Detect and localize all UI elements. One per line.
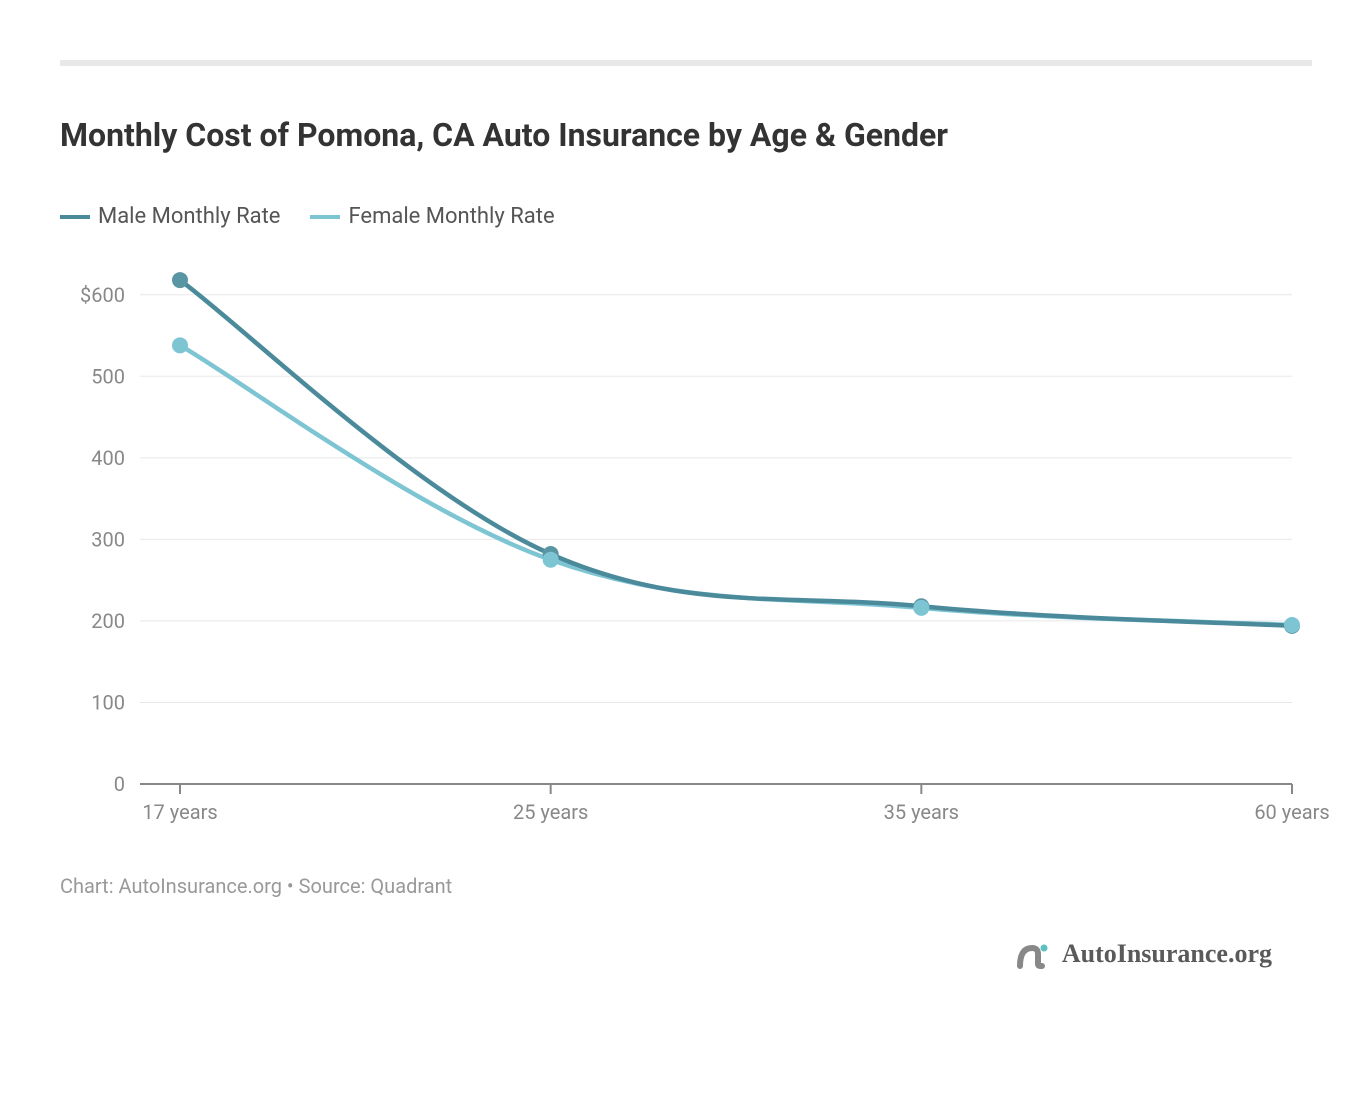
svg-text:$600: $600 [80, 283, 125, 307]
brand-logo: AutoInsurance.org [1012, 934, 1272, 974]
svg-text:100: 100 [91, 690, 125, 714]
svg-text:25 years: 25 years [513, 800, 588, 824]
plot-area: 0 100 200 300 400 500 $600 17 years 25 years 35 y… [60, 244, 1312, 844]
data-point [172, 337, 188, 353]
svg-text:300: 300 [91, 527, 125, 551]
svg-text:0: 0 [114, 772, 125, 796]
svg-text:17 years: 17 years [142, 800, 217, 824]
legend-item-male: Male Monthly Rate [60, 204, 280, 229]
data-point [1284, 617, 1300, 633]
svg-text:200: 200 [91, 609, 125, 633]
chart-container: Monthly Cost of Pomona, CA Auto Insuranc… [0, 0, 1372, 1104]
data-point [913, 600, 929, 616]
legend: Male Monthly Rate Female Monthly Rate [60, 204, 1312, 229]
legend-label-male: Male Monthly Rate [98, 204, 280, 229]
data-point [172, 272, 188, 288]
legend-label-female: Female Monthly Rate [348, 204, 554, 229]
plot-svg: 0 100 200 300 400 500 $600 17 years 25 years 35 y… [60, 244, 1312, 844]
svg-text:60 years: 60 years [1254, 800, 1329, 824]
data-point [543, 552, 559, 568]
series-line [180, 345, 1292, 625]
brand-icon [1012, 934, 1052, 974]
brand-text: AutoInsurance.org [1062, 939, 1272, 969]
svg-text:35 years: 35 years [884, 800, 959, 824]
svg-text:500: 500 [91, 364, 125, 388]
legend-item-female: Female Monthly Rate [310, 204, 554, 229]
chart-source: Chart: AutoInsurance.org • Source: Quadr… [60, 874, 1312, 898]
legend-swatch-male [60, 215, 90, 219]
chart-title: Monthly Cost of Pomona, CA Auto Insuranc… [60, 116, 1312, 154]
svg-text:400: 400 [91, 446, 125, 470]
legend-swatch-female [310, 215, 340, 219]
top-divider [60, 60, 1312, 66]
